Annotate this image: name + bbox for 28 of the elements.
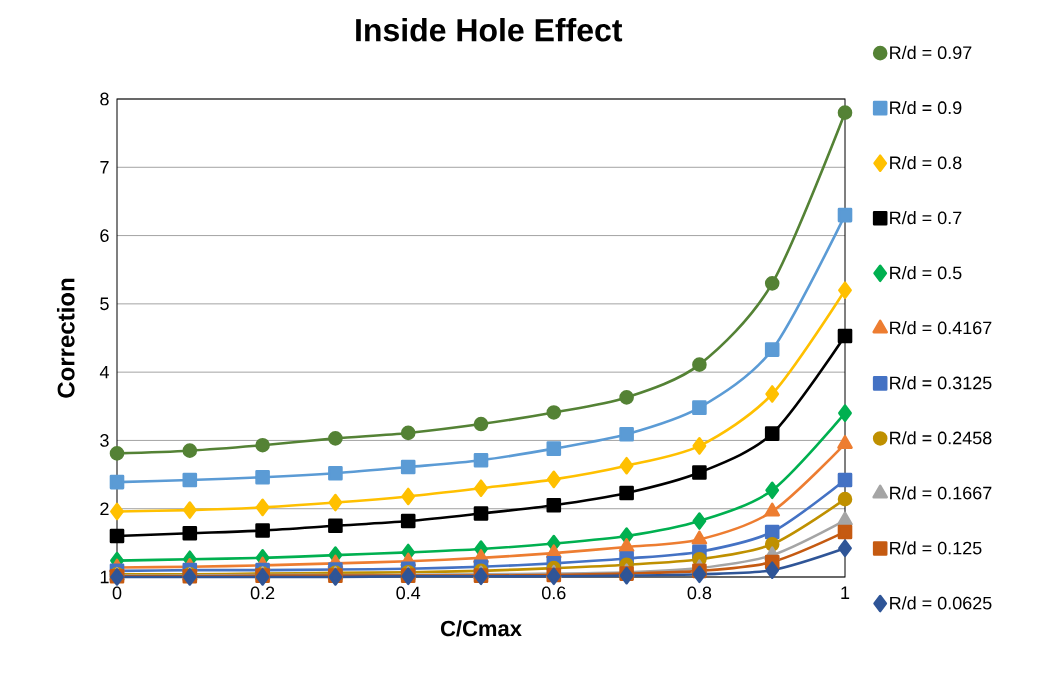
y-axis-title: Correction [56, 278, 75, 398]
legend-label: R/d = 0.2458 [890, 431, 992, 445]
legend-label: R/d = 0.0625 [890, 596, 992, 610]
legend-label: R/d = 0.5 [890, 266, 962, 280]
x-tick-label: 0.2 [250, 586, 275, 600]
legend-label: R/d = 0.97 [890, 45, 972, 60]
x-tick-label: 0 [112, 586, 122, 600]
x-tick-label: 0.4 [396, 586, 421, 600]
x-tick-label: 1 [841, 586, 850, 599]
x-axis-title: C/Cmax [440, 620, 522, 637]
legend-label: R/d = 0.8 [890, 155, 962, 170]
y-tick-label: 4 [99, 365, 109, 379]
x-tick-label: 0.6 [542, 586, 566, 600]
y-tick-label: 6 [100, 229, 109, 242]
y-tick-label: 3 [100, 434, 109, 447]
y-tick-label: 1 [100, 570, 109, 584]
legend-label: R/d = 0.125 [890, 541, 982, 555]
y-tick-label: 7 [100, 161, 109, 174]
y-tick-label: 2 [100, 502, 109, 515]
legend-label: R/d = 0.4167 [890, 321, 992, 335]
legend-label: R/d = 0.1667 [890, 486, 992, 500]
x-tick-label: 0.8 [687, 586, 712, 600]
y-tick-label: 8 [100, 92, 109, 106]
legend-label: R/d = 0.9 [890, 100, 962, 115]
y-tick-label: 5 [100, 297, 109, 311]
legend-label: R/d = 0.3125 [890, 376, 992, 390]
legend-label: R/d = 0.7 [890, 210, 962, 225]
chart-title: Inside Hole Effect [356, 17, 623, 42]
